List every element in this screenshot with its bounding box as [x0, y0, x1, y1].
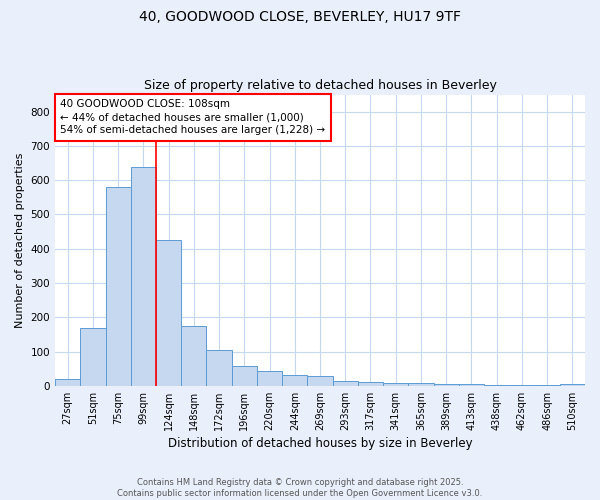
Bar: [434, 384, 459, 386]
X-axis label: Distribution of detached houses by size in Beverley: Distribution of detached houses by size …: [168, 437, 472, 450]
Bar: [206, 350, 232, 386]
Bar: [459, 384, 484, 386]
Bar: [409, 384, 434, 386]
Bar: [156, 240, 181, 386]
Bar: [257, 372, 282, 386]
Y-axis label: Number of detached properties: Number of detached properties: [15, 152, 25, 328]
Bar: [282, 374, 307, 386]
Bar: [181, 326, 206, 386]
Bar: [358, 382, 383, 386]
Bar: [131, 166, 156, 386]
Bar: [55, 379, 80, 386]
Bar: [232, 366, 257, 386]
Bar: [307, 376, 332, 386]
Bar: [106, 187, 131, 386]
Bar: [560, 384, 585, 386]
Bar: [509, 385, 535, 386]
Text: Contains HM Land Registry data © Crown copyright and database right 2025.
Contai: Contains HM Land Registry data © Crown c…: [118, 478, 482, 498]
Text: 40, GOODWOOD CLOSE, BEVERLEY, HU17 9TF: 40, GOODWOOD CLOSE, BEVERLEY, HU17 9TF: [139, 10, 461, 24]
Bar: [80, 328, 106, 386]
Title: Size of property relative to detached houses in Beverley: Size of property relative to detached ho…: [143, 79, 496, 92]
Bar: [332, 380, 358, 386]
Bar: [484, 385, 509, 386]
Bar: [383, 383, 409, 386]
Text: 40 GOODWOOD CLOSE: 108sqm
← 44% of detached houses are smaller (1,000)
54% of se: 40 GOODWOOD CLOSE: 108sqm ← 44% of detac…: [61, 99, 325, 136]
